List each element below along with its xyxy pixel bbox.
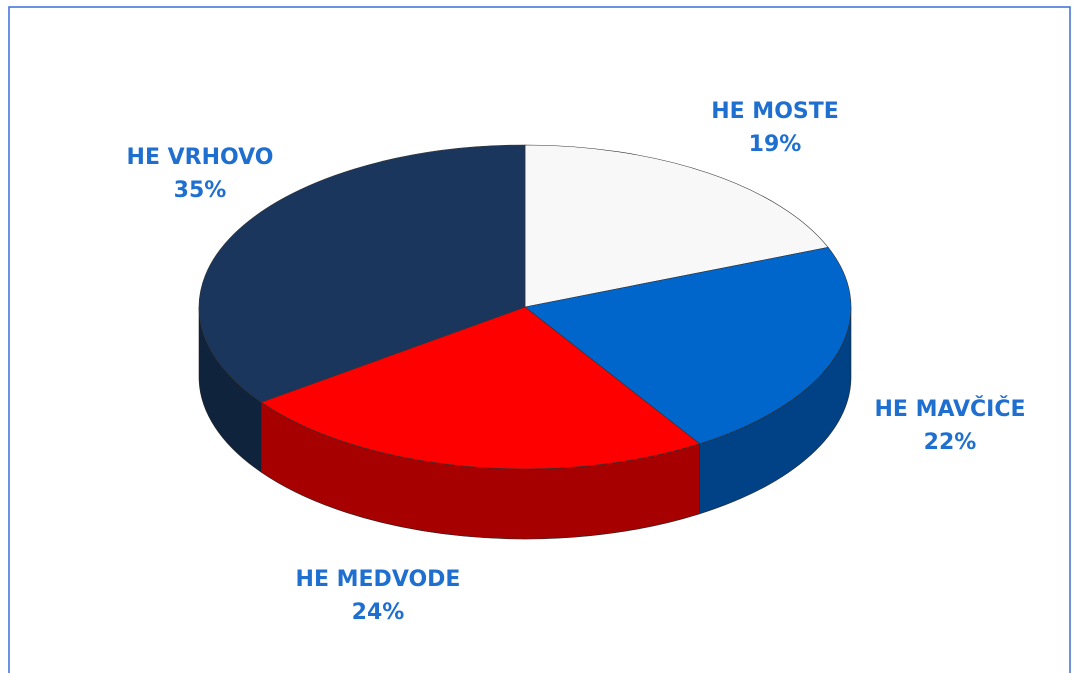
slice <box>524 247 852 445</box>
slice <box>260 306 701 470</box>
slice-label: HE MAVČIČE <box>874 396 1025 422</box>
slice-value-label: 19% <box>749 132 802 157</box>
slice-label: HE MOSTE <box>711 99 839 124</box>
slice-label: HE MEDVODE <box>296 567 461 592</box>
slice <box>524 144 829 308</box>
frame <box>8 6 1071 673</box>
slice-value-label: 22% <box>924 430 977 455</box>
slice-value-label: 35% <box>174 178 227 203</box>
slice-label: HE VRHOVO <box>127 145 274 170</box>
slice-shade <box>199 307 262 473</box>
slice-shade <box>261 402 700 539</box>
slice-value-label: 24% <box>352 600 405 625</box>
slice <box>198 144 526 403</box>
slice-shade <box>699 307 851 514</box>
